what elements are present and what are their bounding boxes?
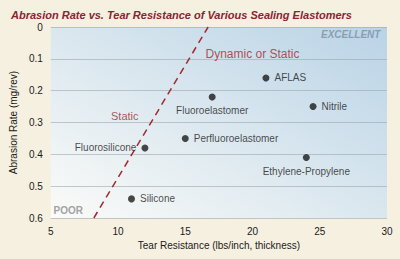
svg-text:Dynamic or Static: Dynamic or Static: [206, 47, 300, 61]
svg-text:0: 0: [37, 22, 43, 33]
svg-text:Abrasion Rate vs. Tear Resista: Abrasion Rate vs. Tear Resistance of Var…: [10, 9, 352, 21]
svg-text:EXCELLENT: EXCELLENT: [321, 29, 381, 40]
svg-text:30: 30: [381, 226, 393, 237]
svg-text:AFLAS: AFLAS: [274, 72, 306, 83]
svg-text:10: 10: [112, 226, 124, 237]
svg-text:POOR: POOR: [54, 205, 84, 216]
svg-text:Static: Static: [111, 110, 139, 122]
svg-text:15: 15: [180, 226, 192, 237]
svg-text:0.3: 0.3: [29, 117, 43, 128]
svg-text:Abrasion Rate (mg/rev): Abrasion Rate (mg/rev): [8, 71, 19, 174]
svg-text:Nitrile: Nitrile: [322, 101, 348, 112]
svg-text:5: 5: [48, 226, 54, 237]
svg-text:Tear Resistance (lbs/inch, thi: Tear Resistance (lbs/inch, thickness): [138, 240, 300, 251]
svg-text:0.6: 0.6: [29, 213, 43, 224]
svg-text:Perfluoroelastomer: Perfluoroelastomer: [194, 133, 279, 144]
svg-text:25: 25: [314, 226, 326, 237]
svg-text:Ethylene-Propylene: Ethylene-Propylene: [263, 166, 351, 177]
svg-text:Fluoroelastomer: Fluoroelastomer: [176, 105, 249, 116]
svg-text:0.1: 0.1: [29, 53, 43, 64]
svg-text:Fluorosilicone: Fluorosilicone: [75, 142, 137, 153]
svg-text:0.4: 0.4: [29, 149, 43, 160]
svg-text:Silicone: Silicone: [140, 193, 175, 204]
svg-text:20: 20: [247, 226, 259, 237]
svg-text:0.2: 0.2: [29, 85, 43, 96]
svg-text:0.5: 0.5: [29, 181, 43, 192]
